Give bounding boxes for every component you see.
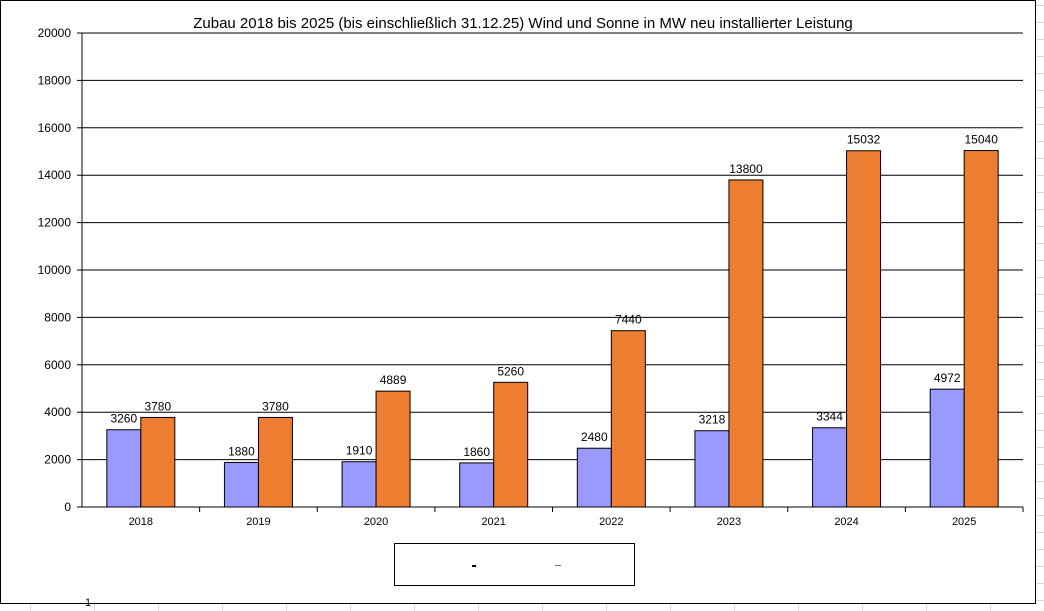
data-label-series1-2024: 3344 <box>816 410 843 424</box>
data-label-series2-2020: 4889 <box>380 373 407 387</box>
y-tick-label: 6000 <box>44 358 71 372</box>
data-label-series2-2023: 13800 <box>729 162 763 176</box>
data-label-series2-2022: 7440 <box>615 313 642 327</box>
y-tick-label: 10000 <box>38 263 72 277</box>
bar-series2-2018 <box>140 416 176 508</box>
x-tick-label: 2020 <box>364 516 388 528</box>
bar-series2-2023 <box>728 179 764 508</box>
bar-series1-2018 <box>106 429 142 508</box>
y-tick-label: 0 <box>64 500 71 514</box>
x-tick-label: 2022 <box>599 516 623 528</box>
x-tick-label: 2024 <box>834 516 858 528</box>
y-tick-label: 12000 <box>38 216 72 230</box>
y-tick-label: 14000 <box>38 168 72 182</box>
x-tick-label: 2025 <box>952 516 976 528</box>
data-label-series2-2018: 3780 <box>144 399 171 413</box>
data-label-series2-2025: 15040 <box>965 133 999 147</box>
legend-key-series-1 <box>472 565 476 567</box>
bar-series2-2019 <box>257 416 293 508</box>
bar-series1-2022 <box>576 447 612 508</box>
y-tick-label: 18000 <box>38 73 72 87</box>
x-tick-label: 2023 <box>717 516 741 528</box>
bar-series1-2020 <box>341 461 377 508</box>
y-tick-label: 4000 <box>44 405 71 419</box>
bar-series2-2025 <box>963 150 999 508</box>
chart-title: Zubau 2018 bis 2025 (bis einschließlich … <box>193 15 853 32</box>
data-label-series1-2018: 3260 <box>110 412 137 426</box>
data-label-series1-2019: 1880 <box>228 444 255 458</box>
data-label-series2-2019: 3780 <box>262 399 289 413</box>
bar-series1-2024 <box>812 427 848 508</box>
x-tick-label: 2018 <box>129 516 153 528</box>
data-label-series1-2020: 1910 <box>346 444 373 458</box>
data-label-series1-2025: 4972 <box>934 371 961 385</box>
bar-series2-2020 <box>375 390 411 508</box>
data-label-series2-2021: 5260 <box>497 364 524 378</box>
y-tick-label: 2000 <box>44 453 71 467</box>
y-tick-label: 20000 <box>38 26 72 40</box>
x-tick-label: 2021 <box>481 516 505 528</box>
y-tick-label: 16000 <box>38 121 72 135</box>
cell-marker: 1 <box>85 597 92 609</box>
bar-series1-2023 <box>694 430 730 508</box>
legend-key-series-2 <box>555 565 561 566</box>
data-label-series1-2022: 2480 <box>581 430 608 444</box>
bar-series1-2025 <box>929 388 965 508</box>
bar-series1-2019 <box>223 461 259 508</box>
data-label-series1-2021: 1860 <box>463 445 490 459</box>
bar-series2-2024 <box>846 150 882 508</box>
bar-series1-2021 <box>459 462 495 508</box>
data-label-series2-2024: 15032 <box>847 133 881 147</box>
bar-series2-2022 <box>610 330 646 508</box>
y-tick-label: 8000 <box>44 310 71 324</box>
x-tick-label: 2019 <box>246 516 270 528</box>
data-label-series1-2023: 3218 <box>699 413 726 427</box>
legend[interactable] <box>394 543 635 586</box>
bar-series2-2021 <box>493 381 529 508</box>
